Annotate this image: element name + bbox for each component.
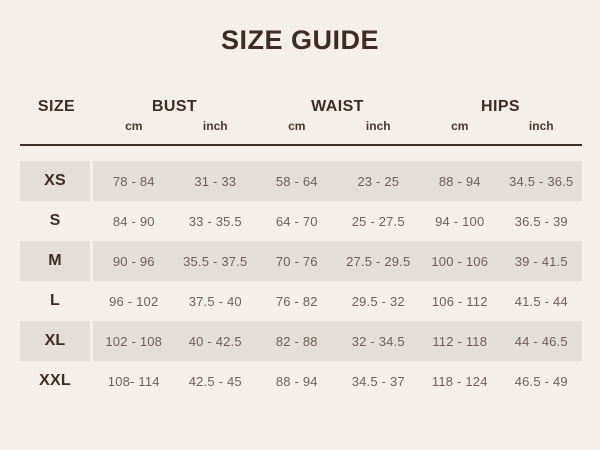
measurement-cell: 23 - 25 bbox=[357, 173, 400, 189]
measurement-cell: 64 - 70 bbox=[275, 213, 318, 229]
measurement-cell: 39 - 41.5 bbox=[514, 253, 568, 269]
table-row-xl: XL 102 - 108 40 - 42.5 82 - 88 32 - 34.5… bbox=[20, 321, 582, 361]
measurement-cell: 37.5 - 40 bbox=[188, 293, 242, 309]
measurement-cell: 118 - 124 bbox=[431, 373, 488, 389]
unit-header-row: cm inch cm inch cm inch bbox=[20, 116, 582, 146]
measurement-cell: 32 - 34.5 bbox=[351, 333, 405, 349]
measurement-cell: 46.5 - 49 bbox=[514, 373, 568, 389]
measurement-cell: 84 - 90 bbox=[112, 213, 155, 229]
size-cell: XS bbox=[20, 161, 93, 201]
unit-header-spacer bbox=[20, 116, 93, 146]
unit-header-hips-inch: inch bbox=[500, 116, 582, 146]
row-spacer bbox=[20, 146, 582, 161]
measurement-cell: 108- 114 bbox=[107, 373, 160, 389]
measurement-cell: 27.5 - 29.5 bbox=[346, 253, 411, 269]
unit-header-waist-cm: cm bbox=[256, 116, 338, 146]
table-row-xxl: XXL 108- 114 42.5 - 45 88 - 94 34.5 - 37… bbox=[20, 361, 582, 401]
measurement-cell: 35.5 - 37.5 bbox=[183, 253, 248, 269]
unit-header-waist-inch: inch bbox=[337, 116, 419, 146]
measurement-cell: 102 - 108 bbox=[105, 333, 163, 349]
measurement-cell: 112 - 118 bbox=[432, 333, 488, 349]
unit-header-bust-inch: inch bbox=[174, 116, 256, 146]
measurement-cell: 78 - 84 bbox=[112, 173, 155, 189]
measurement-cell: 41.5 - 44 bbox=[514, 293, 568, 309]
measurement-cell: 90 - 96 bbox=[112, 253, 155, 269]
measurement-cell: 42.5 - 45 bbox=[188, 373, 242, 389]
measurement-cell: 29.5 - 32 bbox=[351, 293, 405, 309]
measurement-cell: 82 - 88 bbox=[275, 333, 318, 349]
size-cell: XXL bbox=[20, 361, 93, 401]
measurement-cell: 88 - 94 bbox=[438, 173, 481, 189]
size-cell: L bbox=[20, 281, 93, 321]
column-header-size: SIZE bbox=[37, 98, 76, 115]
measure-header-row: SIZE BUST WAIST HIPS bbox=[20, 90, 582, 116]
size-cell: XL bbox=[20, 321, 93, 361]
table-row-xs: XS 78 - 84 31 - 33 58 - 64 23 - 25 88 - … bbox=[20, 161, 582, 201]
measurement-cell: 44 - 46.5 bbox=[514, 333, 568, 349]
measurement-cell: 94 - 100 bbox=[435, 213, 485, 229]
unit-header-hips-cm: cm bbox=[419, 116, 501, 146]
measurement-cell: 40 - 42.5 bbox=[188, 333, 242, 349]
size-cell: S bbox=[20, 201, 93, 241]
measurement-cell: 70 - 76 bbox=[275, 253, 318, 269]
size-guide-table: SIZE BUST WAIST HIPS cm inch cm inch cm … bbox=[20, 90, 582, 401]
measurement-cell: 96 - 102 bbox=[109, 293, 159, 309]
table-row-l: L 96 - 102 37.5 - 40 76 - 82 29.5 - 32 1… bbox=[20, 281, 582, 321]
measurement-cell: 33 - 35.5 bbox=[188, 213, 242, 229]
table-row-s: S 84 - 90 33 - 35.5 64 - 70 25 - 27.5 94… bbox=[20, 201, 582, 241]
column-header-bust: BUST bbox=[151, 98, 198, 115]
measurement-cell: 106 - 112 bbox=[431, 293, 488, 309]
measurement-cell: 76 - 82 bbox=[275, 293, 318, 309]
measurement-cell: 25 - 27.5 bbox=[351, 213, 405, 229]
measurement-cell: 36.5 - 39 bbox=[514, 213, 568, 229]
measurement-cell: 88 - 94 bbox=[275, 373, 318, 389]
column-header-hips: HIPS bbox=[481, 98, 520, 115]
measurement-cell: 34.5 - 36.5 bbox=[509, 173, 574, 189]
size-cell: M bbox=[20, 241, 93, 281]
measurement-cell: 58 - 64 bbox=[275, 173, 318, 189]
table-row-m: M 90 - 96 35.5 - 37.5 70 - 76 27.5 - 29.… bbox=[20, 241, 582, 281]
unit-header-bust-cm: cm bbox=[93, 116, 175, 146]
measurement-cell: 34.5 - 37 bbox=[351, 373, 405, 389]
measurement-cell: 31 - 33 bbox=[194, 173, 237, 189]
column-header-waist: WAIST bbox=[311, 98, 364, 115]
measurement-cell: 100 - 106 bbox=[431, 253, 489, 269]
page-title: SIZE GUIDE bbox=[220, 25, 380, 55]
